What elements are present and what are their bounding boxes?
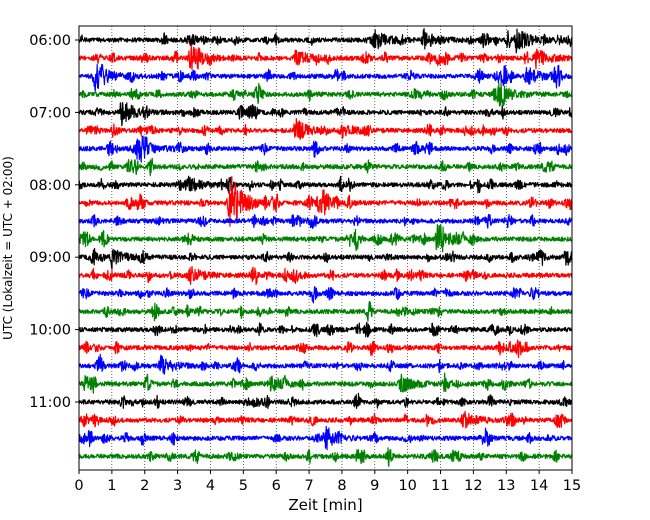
- x-tick-label-14: 14: [530, 478, 548, 494]
- trace-row-2: [78, 63, 573, 92]
- y-tick-label-09:00: 09:00: [29, 250, 71, 266]
- x-tick-label-9: 9: [370, 478, 379, 494]
- trace-row-21: [78, 410, 573, 429]
- trace-row-23: [78, 447, 573, 467]
- x-tick-label-3: 3: [173, 478, 182, 494]
- x-tick-label-10: 10: [398, 478, 416, 494]
- seismic-traces: [78, 28, 573, 467]
- x-tick-label-0: 0: [74, 478, 83, 494]
- y-tick-label-10:00: 10:00: [29, 323, 71, 339]
- x-tick-label-13: 13: [497, 478, 515, 494]
- trace-row-7: [78, 157, 573, 177]
- trace-row-6: [78, 135, 573, 163]
- trace-row-20: [78, 392, 573, 410]
- x-tick-label-15: 15: [563, 478, 581, 494]
- x-axis-ticks: 0 1 2 3 4 5 6 7 8 9 10 11 12 13 14 15: [74, 470, 581, 494]
- trace-row-22: [78, 425, 573, 451]
- trace-row-11: [78, 223, 573, 253]
- x-tick-label-4: 4: [206, 478, 215, 494]
- y-tick-label-07:00: 07:00: [29, 105, 71, 121]
- y-axis-label: UTC (Lokalzeit = UTC + 02:00): [1, 156, 15, 340]
- x-tick-label-11: 11: [431, 478, 449, 494]
- trace-row-1: [78, 44, 573, 70]
- y-tick-label-08:00: 08:00: [29, 178, 71, 194]
- x-tick-label-5: 5: [239, 478, 248, 494]
- trace-row-19: [78, 372, 573, 394]
- x-tick-label-6: 6: [272, 478, 281, 494]
- trace-row-18: [78, 353, 573, 375]
- x-tick-label-7: 7: [304, 478, 313, 494]
- x-tick-label-2: 2: [140, 478, 149, 494]
- trace-row-4: [78, 102, 573, 127]
- trace-row-0: [78, 28, 573, 54]
- y-tick-label-11:00: 11:00: [29, 395, 71, 411]
- trace-row-10: [78, 213, 573, 230]
- trace-row-14: [78, 286, 573, 304]
- y-tick-label-06:00: 06:00: [29, 33, 71, 49]
- trace-row-12: [78, 247, 573, 270]
- trace-row-13: [78, 265, 573, 286]
- trace-row-3: [78, 81, 573, 107]
- trace-row-17: [78, 339, 573, 359]
- trace-row-16: [78, 321, 573, 338]
- x-tick-label-8: 8: [337, 478, 346, 494]
- x-axis-label: Zeit [min]: [288, 496, 362, 514]
- x-tick-label-1: 1: [107, 478, 116, 494]
- y-axis-ticks: 06:00 07:00 08:00 09:00 10:00 11:00: [29, 33, 79, 411]
- trace-row-9: [78, 176, 573, 227]
- trace-row-15: [78, 300, 573, 322]
- trace-row-8: [78, 175, 573, 194]
- plot-frame: [78, 25, 573, 471]
- trace-row-5: [78, 117, 573, 141]
- x-tick-label-12: 12: [464, 478, 482, 494]
